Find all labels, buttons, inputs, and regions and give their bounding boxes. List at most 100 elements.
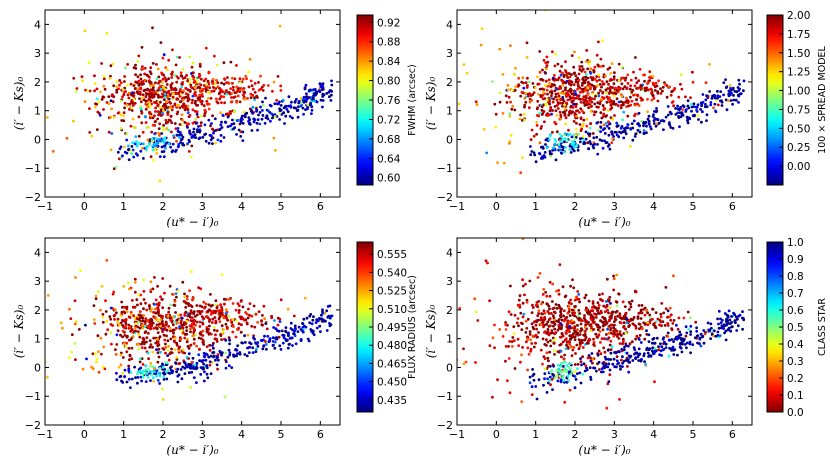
scatter-point [577,132,580,136]
scatter-point [176,129,180,133]
scatter-point [229,60,233,64]
scatter-point [181,331,185,334]
scatter-point [516,337,520,341]
scatter-point [571,348,575,352]
scatter-point [190,65,194,69]
scatter-point [521,301,525,305]
x-tick-label: 4 [238,200,245,213]
scatter-point [115,371,118,375]
scatter-point [529,349,533,353]
scatter-point [192,127,196,131]
scatter-point [636,128,640,132]
scatter-point [565,370,569,374]
scatter-point [569,151,573,154]
scatter-point [149,66,153,70]
scatter-point [198,347,201,351]
scatter-point [560,71,564,75]
scatter-point [462,362,466,366]
scatter-point [224,322,228,326]
scatter-point [560,362,563,365]
scatter-point [130,377,134,381]
scatter-point [156,117,160,121]
scatter-point [136,303,139,307]
scatter-point [268,339,271,343]
scatter-point [83,29,87,33]
scatter-point [643,121,647,125]
scatter-point [102,75,106,78]
scatter-point [590,306,594,309]
scatter-point [235,90,238,94]
scatter-point [599,126,603,129]
scatter-point [224,89,228,93]
scatter-point [640,311,644,315]
scatter-point [220,338,224,341]
scatter-point [194,117,198,121]
scatter-point [145,308,149,312]
scatter-point [113,313,117,317]
scatter-point [710,332,714,336]
scatter-point [591,300,595,303]
scatter-point [553,64,557,68]
scatter-point [133,101,137,105]
scatter-point [127,358,131,362]
scatter-point [586,339,590,343]
scatter-point [167,91,171,95]
scatter-point [142,338,146,341]
scatter-point [548,82,552,86]
scatter-point [152,158,156,162]
scatter-point [139,293,143,297]
scatter-point [115,343,119,346]
scatter-point [308,321,312,325]
scatter-point [133,330,136,333]
scatter-point [634,132,638,136]
scatter-point [167,344,171,348]
scatter-point [217,358,220,362]
scatter-point [530,385,534,389]
x-tick-label: 2 [572,200,579,213]
scatter-point [324,319,327,323]
scatter-point [102,84,106,88]
scatter-point [622,359,626,363]
scatter-point [519,311,523,315]
scatter-point [161,77,165,81]
scatter-point [615,300,619,304]
scatter-point [578,68,582,72]
scatter-point [228,338,232,342]
scatter-point [576,328,579,332]
scatter-point [663,340,666,344]
scatter-point [563,140,566,144]
scatter-point [155,77,159,81]
scatter-point [168,284,172,288]
scatter-point [145,336,149,340]
scatter-point [157,131,161,135]
scatter-point [626,73,630,77]
scatter-point [556,62,560,66]
scatter-point [143,346,147,350]
scatter-point [612,101,616,105]
scatter-point [575,121,578,125]
scatter-point [130,152,134,156]
scatter-point [293,324,297,328]
scatter-point [673,348,677,351]
scatter-point [115,311,118,315]
scatter-point [231,85,235,89]
scatter-point [177,142,181,146]
scatter-point [580,328,584,332]
scatter-point [153,132,157,136]
scatter-point [610,130,614,134]
scatter-point [216,63,219,67]
scatter-point [185,325,189,329]
scatter-point [571,96,575,99]
scatter-point [491,336,495,340]
scatter-point [675,335,678,339]
scatter-point [268,337,272,340]
scatter-point [186,88,190,92]
scatter-point [554,139,558,143]
scatter-point [592,343,595,346]
scatter-point [122,342,126,345]
scatter-point [123,66,127,70]
scatter-point [162,98,166,101]
scatter-point [575,332,579,335]
scatter-point [196,128,199,132]
scatter-point [693,336,697,340]
